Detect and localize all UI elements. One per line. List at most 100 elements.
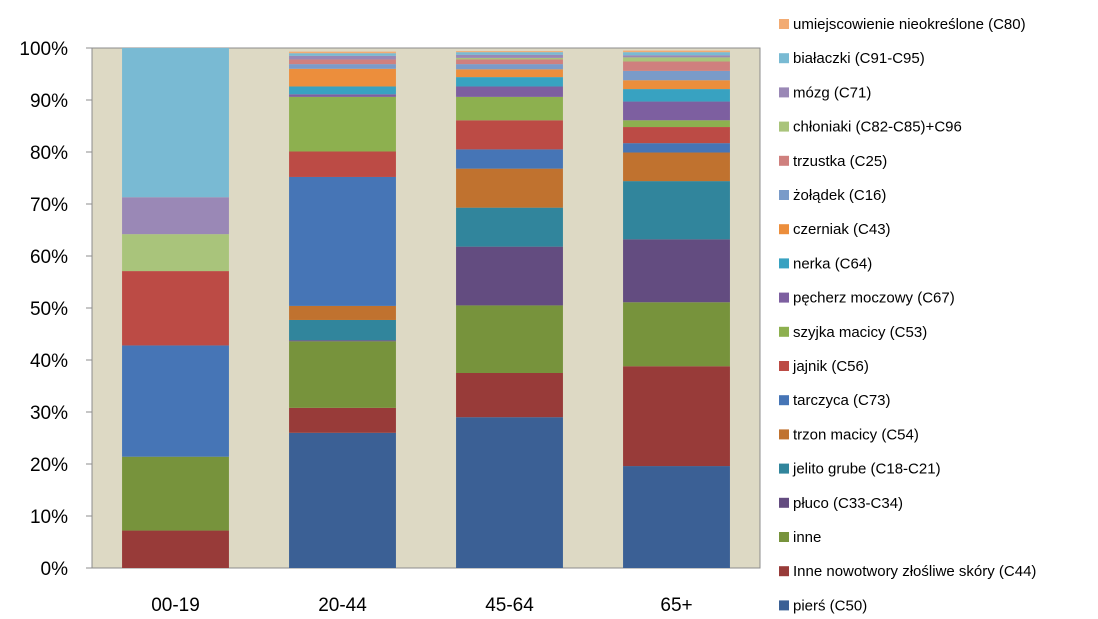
y-tick-label: 50%: [30, 299, 68, 320]
legend-item: pierś (C50): [779, 597, 867, 614]
bar-segment: [289, 53, 396, 56]
bar-segment: [122, 48, 229, 198]
bar-segment: [456, 57, 563, 60]
legend-swatch: [779, 53, 789, 64]
legend-item: jajnik (C56): [779, 358, 869, 375]
bar-segment: [456, 59, 563, 65]
x-tick-label: 45-64: [485, 595, 534, 616]
legend-label: inne: [793, 529, 821, 546]
y-tick-label: 20%: [30, 455, 68, 476]
bar-segment: [623, 50, 730, 53]
legend-swatch: [779, 429, 789, 440]
legend-swatch: [779, 292, 789, 303]
legend-item: inne: [779, 529, 821, 546]
legend-label: żołądek (C16): [793, 187, 886, 204]
bar-stack: [122, 48, 229, 568]
legend-swatch: [779, 224, 789, 235]
bar-segment: [623, 239, 730, 303]
y-tick-label: 60%: [30, 247, 68, 268]
legend-item: trzon macicy (C54): [779, 426, 919, 443]
y-tick-label: 90%: [30, 91, 68, 112]
bar-segment: [456, 64, 563, 70]
bar-stack: [289, 51, 396, 568]
bar-segment: [289, 340, 396, 342]
bar-segment: [456, 120, 563, 150]
legend-label: płuco (C33-C34): [793, 495, 903, 512]
bar-segment: [623, 57, 730, 62]
y-tick-label: 100%: [19, 39, 68, 60]
bar-segment: [623, 55, 730, 58]
legend-item: umiejscowienie nieokreślone (C80): [779, 16, 1026, 33]
y-tick-label: 70%: [30, 195, 68, 216]
y-tick-label: 0%: [41, 559, 69, 580]
bar-segment: [623, 127, 730, 144]
bar-segment: [623, 80, 730, 90]
legend-label: Inne nowotwory złośliwe skóry (C44): [793, 563, 1036, 580]
bar-segment: [289, 432, 396, 568]
legend-swatch: [779, 566, 789, 577]
legend-swatch: [779, 395, 789, 406]
x-axis: 00-19 20-44 45-64 65+: [151, 595, 692, 616]
bar-segment: [456, 69, 563, 78]
legend-item: jelito grube (C18-C21): [779, 461, 941, 478]
bar-stacks: [122, 48, 730, 568]
bar-segment: [456, 168, 563, 208]
bar-segment: [289, 94, 396, 97]
legend-swatch: [779, 19, 789, 29]
legend-label: szyjka macicy (C53): [793, 324, 927, 341]
bar-segment: [456, 51, 563, 53]
legend-item: płuco (C33-C34): [779, 495, 903, 512]
bar-segment: [623, 52, 730, 56]
bar-segment: [623, 89, 730, 102]
bar-segment: [456, 207, 563, 247]
bar-segment: [122, 456, 229, 531]
legend-label: trzon macicy (C54): [793, 426, 919, 443]
y-tick-label: 40%: [30, 351, 68, 372]
bar-segment: [289, 151, 396, 177]
bar-segment: [289, 341, 396, 408]
legend-label: tarczyca (C73): [793, 392, 891, 409]
legend-label: białaczki (C91-C95): [793, 50, 925, 67]
legend-item: szyjka macicy (C53): [779, 324, 927, 341]
bar-segment: [289, 407, 396, 433]
bar-segment: [456, 96, 563, 121]
bar-segment: [122, 271, 229, 346]
bar-segment: [623, 143, 730, 153]
y-tick-label: 80%: [30, 143, 68, 164]
legend-item: mózg (C71): [779, 84, 871, 101]
legend-swatch: [779, 121, 789, 132]
bar-segment: [456, 417, 563, 568]
legend-item: Inne nowotwory złośliwe skóry (C44): [779, 563, 1036, 580]
legend-swatch: [779, 258, 789, 269]
bar-segment: [122, 530, 229, 568]
x-tick-label: 20-44: [318, 595, 367, 616]
bar-segment: [623, 181, 730, 240]
legend-label: trzustka (C25): [793, 153, 887, 170]
bar-segment: [289, 305, 396, 320]
legend-label: nerka (C64): [793, 255, 872, 272]
bar-segment: [289, 55, 396, 60]
bar-stack: [456, 51, 563, 568]
bar-segment: [289, 64, 396, 69]
y-axis: 0% 10% 20% 30% 40% 50% 60% 70% 80% 90% 100%: [19, 39, 92, 580]
x-tick-label: 65+: [660, 595, 692, 616]
x-tick-label: 00-19: [151, 595, 200, 616]
bar-segment: [623, 61, 730, 71]
legend: umiejscowienie nieokreślone (C80) białacz…: [779, 16, 1036, 614]
bar-segment: [456, 77, 563, 87]
bar-segment: [122, 234, 229, 272]
legend-label: umiejscowienie nieokreślone (C80): [793, 16, 1026, 33]
legend-label: pęcherz moczowy (C67): [793, 290, 955, 307]
legend-item: czerniak (C43): [779, 221, 891, 238]
bar-segment: [289, 68, 396, 87]
legend-swatch: [779, 600, 789, 611]
bar-segment: [122, 345, 229, 457]
bar-segment: [623, 366, 730, 467]
legend-swatch: [779, 361, 789, 371]
legend-label: jajnik (C56): [792, 358, 869, 375]
legend-swatch: [779, 190, 789, 200]
bar-segment: [289, 59, 396, 65]
legend-swatch: [779, 326, 789, 337]
bar-stack: [623, 50, 730, 568]
